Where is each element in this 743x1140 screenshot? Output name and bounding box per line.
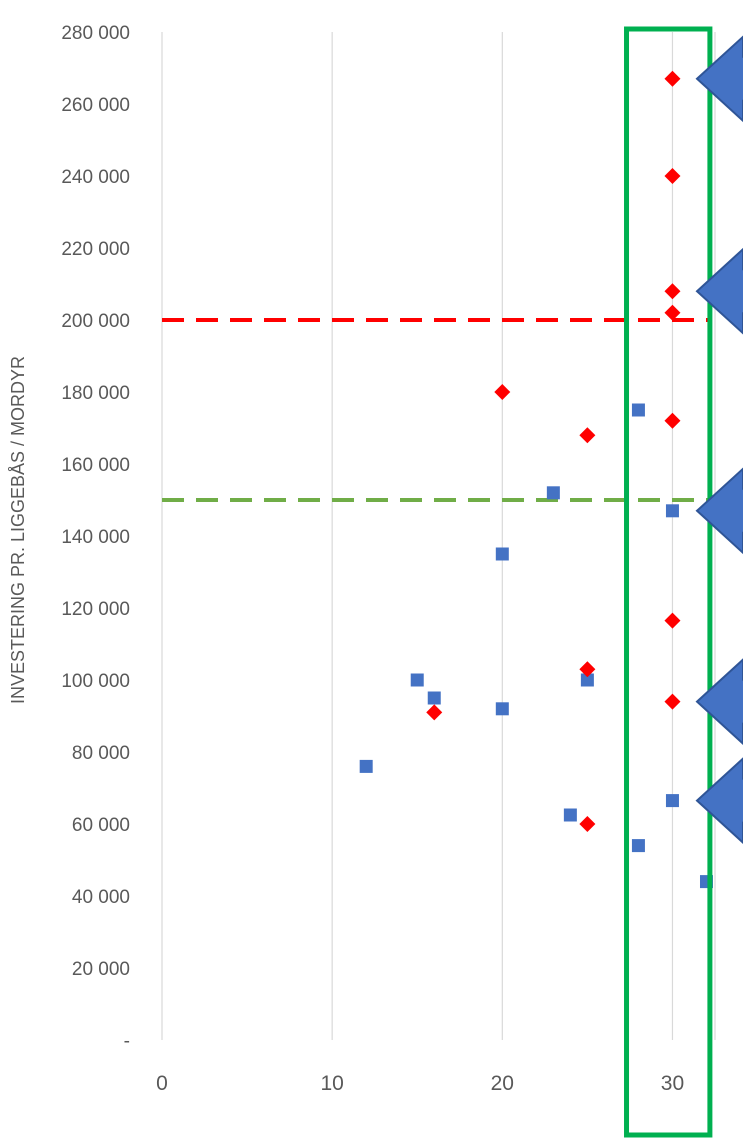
square-point bbox=[665, 794, 679, 808]
y-tick-label: - bbox=[124, 1031, 130, 1052]
square-point bbox=[580, 673, 594, 687]
diamond-point bbox=[664, 612, 681, 629]
y-tick-label: 240 000 bbox=[61, 167, 130, 188]
arrow-icon bbox=[695, 35, 743, 123]
diamond-point bbox=[579, 816, 596, 832]
y-tick-label: 100 000 bbox=[61, 671, 130, 692]
y-tick-label: 60 000 bbox=[72, 815, 130, 836]
diamond-point bbox=[664, 693, 681, 710]
square-point bbox=[427, 691, 441, 705]
x-tick-label: 30 bbox=[661, 1072, 684, 1095]
square-point bbox=[495, 702, 509, 716]
arrow-icon bbox=[695, 467, 743, 555]
y-tick-label: 80 000 bbox=[72, 743, 130, 764]
diamond-point bbox=[579, 661, 596, 678]
x-tick-label: 10 bbox=[320, 1072, 343, 1095]
diamond-point bbox=[664, 304, 681, 321]
diamond-point bbox=[664, 70, 681, 87]
arrow-icon bbox=[695, 757, 743, 844]
arrows-layer bbox=[695, 35, 743, 844]
y-tick-label: 180 000 bbox=[61, 383, 130, 404]
highlight-box bbox=[624, 26, 713, 1138]
square-point bbox=[631, 839, 645, 853]
arrow-icon bbox=[695, 658, 743, 745]
square-point bbox=[563, 808, 577, 822]
diamond-point bbox=[494, 384, 511, 400]
x-tick-label: 20 bbox=[491, 1072, 514, 1095]
x-axis-ticks: 0 10 20 30 bbox=[156, 1072, 684, 1095]
highlight-box-layer bbox=[624, 26, 713, 1138]
y-tick-label: 20 000 bbox=[72, 959, 130, 980]
data-points bbox=[359, 70, 713, 889]
y-tick-label: 140 000 bbox=[61, 527, 130, 548]
y-tick-label: 40 000 bbox=[72, 887, 130, 908]
y-tick-label: 120 000 bbox=[61, 599, 130, 620]
y-tick-label: 280 000 bbox=[61, 23, 130, 44]
diamond-point bbox=[664, 283, 681, 300]
x-tick-label: 0 bbox=[156, 1072, 168, 1095]
diamond-point bbox=[664, 412, 681, 429]
y-tick-label: 160 000 bbox=[61, 455, 130, 476]
y-axis-ticks: - 20 000 40 000 60 000 80 000 100 000 120 000 1… bbox=[61, 23, 130, 1052]
grid-layer bbox=[161, 32, 716, 1040]
y-tick-label: 200 000 bbox=[61, 311, 130, 332]
y-tick-label: 220 000 bbox=[61, 239, 130, 260]
diamond-point bbox=[664, 168, 681, 184]
square-point bbox=[665, 504, 679, 518]
square-point bbox=[546, 486, 560, 500]
diamond-point bbox=[426, 704, 443, 721]
square-point bbox=[495, 547, 509, 561]
arrow-icon bbox=[695, 247, 743, 335]
square-point bbox=[631, 403, 645, 417]
reference-lines bbox=[162, 318, 710, 502]
diamond-point bbox=[579, 427, 596, 444]
square-point bbox=[359, 759, 373, 773]
y-tick-label: 260 000 bbox=[61, 95, 130, 116]
square-point bbox=[410, 673, 424, 687]
y-axis-title: INVESTERING PR. LIGGEBÅS / MORDYR bbox=[8, 356, 28, 704]
